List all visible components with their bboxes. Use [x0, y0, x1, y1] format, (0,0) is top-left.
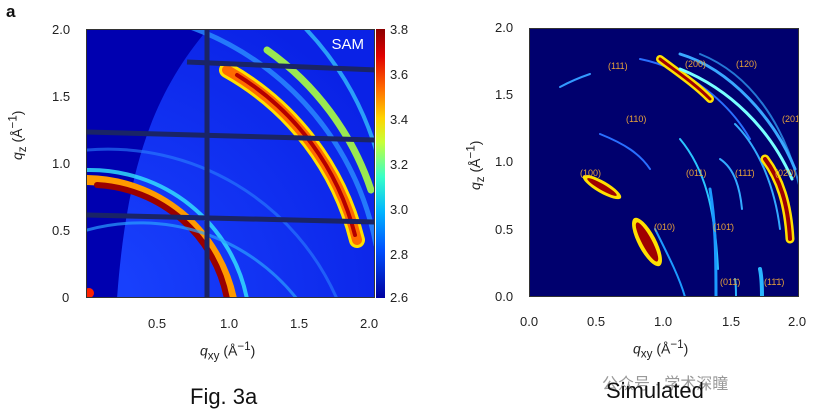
right-xlabel: qxy (Å−1) [633, 338, 689, 361]
right-ylabel: qz (Å−1) [464, 140, 487, 190]
colorbar-tick: 3.8 [390, 22, 409, 37]
left-ytick: 0 [62, 290, 70, 305]
colorbar-tick: 3.6 [390, 67, 409, 82]
peak-label: (11̄1̄) [764, 277, 785, 287]
peak-label: (101̄) [713, 222, 735, 232]
right-ytick: 0.5 [495, 222, 514, 237]
peak-label: (111) [608, 61, 628, 71]
left-xtick: 2.0 [360, 316, 379, 331]
right-ytick: 2.0 [495, 20, 514, 35]
right-ytick: 1.5 [495, 87, 514, 102]
left-caption: Fig. 3a [190, 384, 258, 409]
peak-label: (011) [686, 168, 707, 178]
colorbar-tick: 2.6 [390, 290, 409, 305]
left-xtick: 1.0 [220, 316, 239, 331]
right-caption: Simulated [606, 378, 704, 403]
peak-label: (120) [736, 59, 758, 69]
peak-label: (110) [626, 114, 647, 124]
peak-label: (011̄) [720, 277, 741, 287]
left-xtick: 0.5 [148, 316, 167, 331]
colorbar-tick: 3.4 [390, 112, 409, 127]
watermark: 公众号 · 学术深瞳 [602, 376, 729, 393]
colorbar [376, 29, 385, 298]
left-ytick: 1.5 [52, 89, 71, 104]
right-xtick: 0.0 [520, 314, 539, 329]
right-xtick: 0.5 [587, 314, 606, 329]
colorbar-tick: 3.0 [390, 202, 409, 217]
sam-label: SAM [331, 36, 364, 53]
peak-label: (200) [685, 59, 707, 69]
right-ytick: 1.0 [495, 154, 514, 169]
right-xtick: 1.0 [654, 314, 673, 329]
panel-letter: a [6, 2, 16, 21]
right-xtick: 1.5 [722, 314, 741, 329]
right-xtick: 2.0 [788, 314, 807, 329]
peak-label: (100) [580, 168, 602, 178]
left-xlabel: qxy (Å−1) [200, 340, 256, 363]
peak-label: (111̄) [735, 168, 755, 178]
peak-label: (201) [782, 114, 798, 124]
peak-label: (010) [654, 222, 676, 232]
giwaxs-heatmap: SAM [86, 29, 375, 298]
right-ytick: 0.0 [495, 289, 514, 304]
colorbar-tick: 2.8 [390, 247, 409, 262]
colorbar-tick: 3.2 [390, 157, 409, 172]
left-ytick: 2.0 [52, 22, 71, 37]
left-ytick: 1.0 [52, 156, 71, 171]
left-xtick: 1.5 [290, 316, 309, 331]
simulated-pattern: (111) (200) (120) (110) (201) (100) (011… [529, 28, 799, 297]
peak-label: (020) [775, 168, 797, 178]
left-ytick: 0.5 [52, 223, 71, 238]
left-ylabel: qz (Å−1) [6, 110, 29, 160]
